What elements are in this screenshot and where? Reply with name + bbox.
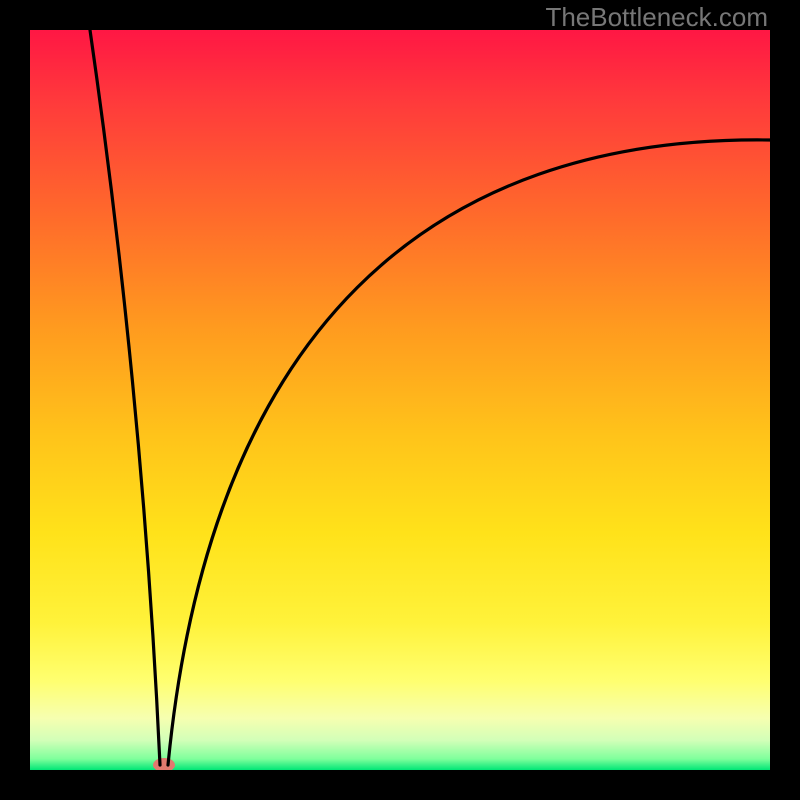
chart-container: TheBottleneck.com xyxy=(0,0,800,800)
bottleneck-curve xyxy=(90,30,770,765)
trough-marker xyxy=(153,758,175,770)
curve-overlay xyxy=(30,30,770,770)
plot-area xyxy=(30,30,770,770)
watermark-text: TheBottleneck.com xyxy=(545,2,768,33)
